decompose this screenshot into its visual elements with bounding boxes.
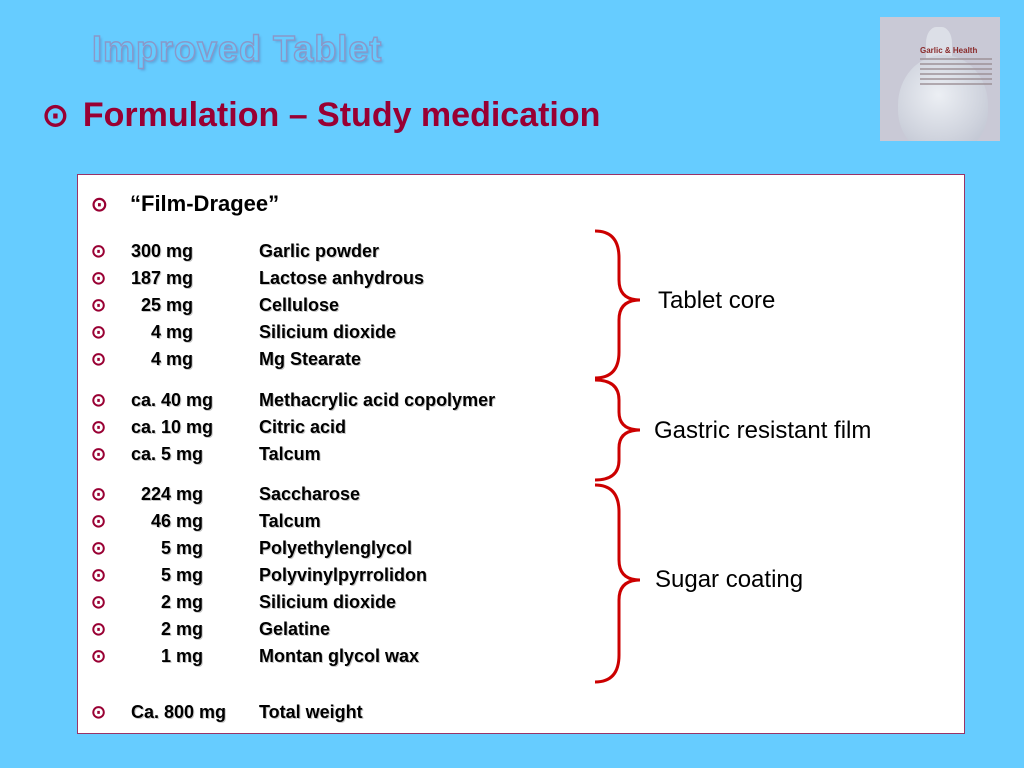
ingredient-amount: 4 mg — [131, 322, 194, 342]
ingredient-amount: ca. 10 mg — [131, 417, 214, 437]
slide-subtitle: ⊙ Formulation – Study medication — [42, 96, 600, 135]
bullet-icon: ⊙ — [42, 97, 69, 133]
tablet-core-brace — [594, 229, 641, 380]
bullet-icon: ⊙ — [91, 241, 107, 261]
ingredient-name: Methacrylic acid copolymer — [259, 390, 496, 410]
tablet-core-label: Tablet core — [658, 287, 776, 314]
ingredient-amount: Ca. 800 mg — [131, 702, 227, 722]
ingredient-amount: 5 mg — [131, 538, 204, 558]
ingredient-name: Silicium dioxide — [259, 592, 397, 612]
bullet-icon: ⊙ — [91, 444, 107, 464]
ingredient-name: Talcum — [259, 511, 321, 531]
ingredient-amount: 25 mg — [131, 295, 194, 315]
slide-title: Improved Tablet — [91, 27, 383, 69]
bullet-icon: ⊙ — [91, 511, 107, 531]
bullet-icon: ⊙ — [91, 417, 107, 437]
bullet-icon: ⊙ — [91, 194, 108, 216]
ingredient-name: Cellulose — [259, 295, 340, 315]
bullet-icon: ⊙ — [91, 646, 107, 666]
bullet-icon: ⊙ — [91, 484, 107, 504]
ingredient-name: Montan glycol wax — [259, 646, 420, 666]
ingredient-name: Citric acid — [259, 417, 347, 437]
bullet-icon: ⊙ — [91, 322, 107, 342]
ingredient-name: Saccharose — [259, 484, 361, 504]
bullet-icon: ⊙ — [91, 268, 107, 288]
formulation-panel — [77, 174, 965, 734]
ingredient-name: Talcum — [259, 444, 321, 464]
sugar-coating-brace — [594, 483, 641, 684]
ingredient-name: Lactose anhydrous — [259, 268, 425, 288]
bullet-icon: ⊙ — [91, 538, 107, 558]
gastric-film-label: Gastric resistant film — [654, 417, 872, 444]
ingredient-amount: ca. 5 mg — [131, 444, 204, 464]
bullet-icon: ⊙ — [91, 295, 107, 315]
logo-title: Garlic & Health — [920, 46, 978, 55]
ingredient-amount: 300 mg — [131, 241, 194, 261]
ingredient-amount: 224 mg — [131, 484, 204, 504]
subtitle-text: Formulation – Study medication — [82, 96, 601, 134]
bullet-icon: ⊙ — [91, 592, 107, 612]
ingredient-amount: 187 mg — [131, 268, 194, 288]
ingredient-amount: ca. 40 mg — [131, 390, 214, 410]
bullet-icon: ⊙ — [91, 349, 107, 369]
sugar-coating-label: Sugar coating — [655, 566, 804, 593]
ingredient-name: Silicium dioxide — [259, 322, 397, 342]
heading-text: “Film-Dragee” — [130, 191, 280, 216]
ingredient-amount: 2 mg — [131, 592, 204, 612]
logo-fine-print — [920, 58, 992, 88]
garlic-health-logo: Garlic & Health — [880, 17, 1000, 141]
bullet-icon: ⊙ — [91, 702, 107, 722]
ingredient-name: Polyvinylpyrrolidon — [259, 565, 428, 585]
bullet-icon: ⊙ — [91, 390, 107, 410]
bullet-icon: ⊙ — [91, 565, 107, 585]
ingredient-amount: 2 mg — [131, 619, 204, 639]
ingredient-amount: 1 mg — [131, 646, 204, 666]
ingredient-name: Gelatine — [259, 619, 331, 639]
ingredient-name: Mg Stearate — [259, 349, 362, 369]
ingredient-amount: 46 mg — [131, 511, 204, 531]
ingredient-amount: 4 mg — [131, 349, 194, 369]
gastric-film-brace — [594, 378, 641, 482]
ingredient-name: Garlic powder — [259, 241, 380, 261]
bullet-icon: ⊙ — [91, 619, 107, 639]
ingredient-amount: 5 mg — [131, 565, 204, 585]
ingredient-name: Polyethylenglycol — [259, 538, 413, 558]
ingredient-name: Total weight — [259, 702, 363, 722]
